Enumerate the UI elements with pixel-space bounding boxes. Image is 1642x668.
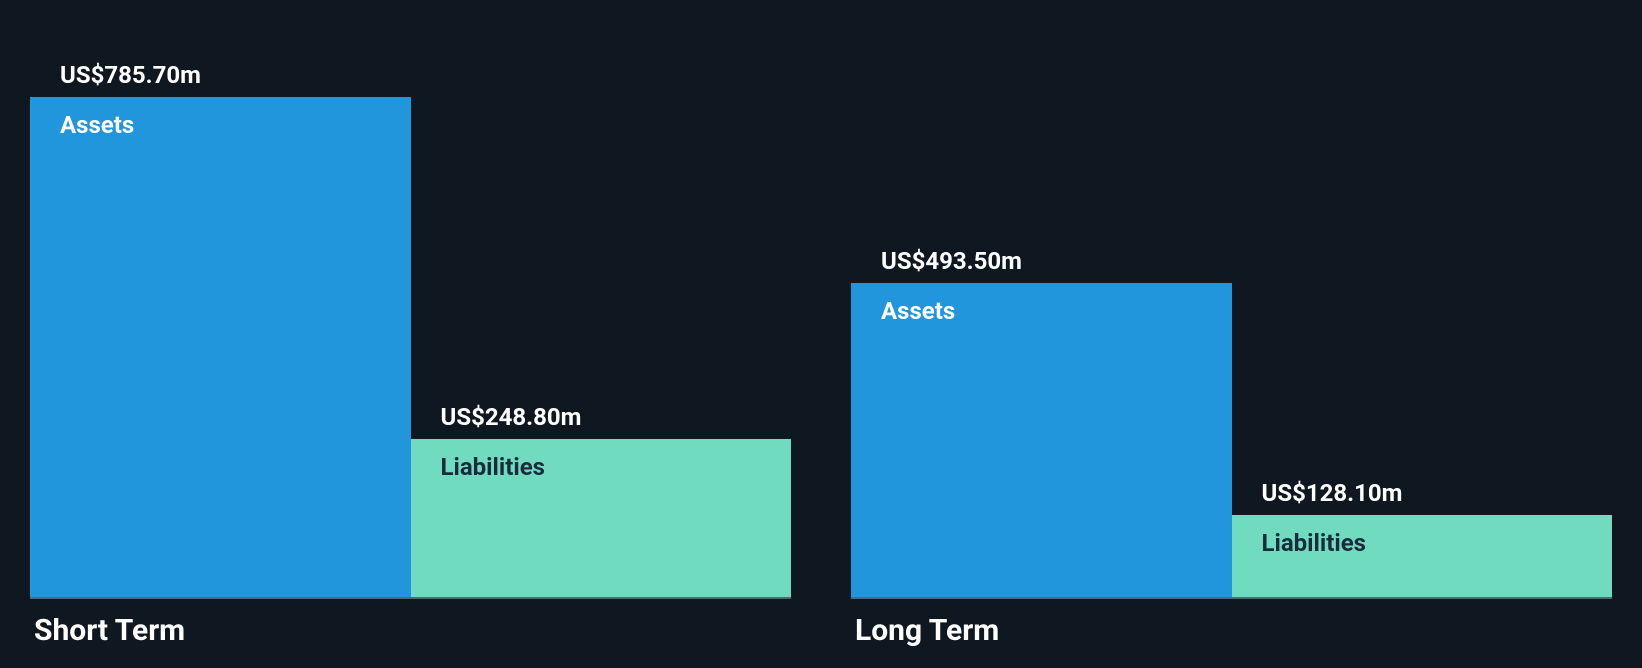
- bar-assets: Assets: [851, 283, 1232, 597]
- bar-wrap-assets: US$785.70m Assets: [30, 61, 411, 597]
- chart-area: US$785.70m Assets US$248.80m Liabilities: [30, 20, 791, 599]
- panel-short-term: US$785.70m Assets US$248.80m Liabilities…: [30, 20, 791, 648]
- bar-value-label: US$248.80m: [411, 403, 792, 439]
- bar-value-label: US$128.10m: [1232, 479, 1613, 515]
- panel-title: Short Term: [30, 599, 791, 648]
- bar-liabilities: Liabilities: [1232, 515, 1613, 597]
- bar-assets: Assets: [30, 97, 411, 597]
- chart-container: US$785.70m Assets US$248.80m Liabilities…: [0, 0, 1642, 668]
- bar-inner-label: Assets: [60, 111, 134, 139]
- panel-title: Long Term: [851, 599, 1612, 648]
- bar-value-label: US$785.70m: [30, 61, 411, 97]
- bar-wrap-liabilities: US$248.80m Liabilities: [411, 403, 792, 597]
- bar-liabilities: Liabilities: [411, 439, 792, 597]
- bar-inner-label: Assets: [881, 297, 955, 325]
- chart-area: US$493.50m Assets US$128.10m Liabilities: [851, 20, 1612, 599]
- panel-long-term: US$493.50m Assets US$128.10m Liabilities…: [851, 20, 1612, 648]
- bar-value-label: US$493.50m: [851, 247, 1232, 283]
- bar-inner-label: Liabilities: [441, 453, 546, 481]
- bar-wrap-assets: US$493.50m Assets: [851, 247, 1232, 597]
- bar-inner-label: Liabilities: [1262, 529, 1367, 557]
- bar-wrap-liabilities: US$128.10m Liabilities: [1232, 479, 1613, 597]
